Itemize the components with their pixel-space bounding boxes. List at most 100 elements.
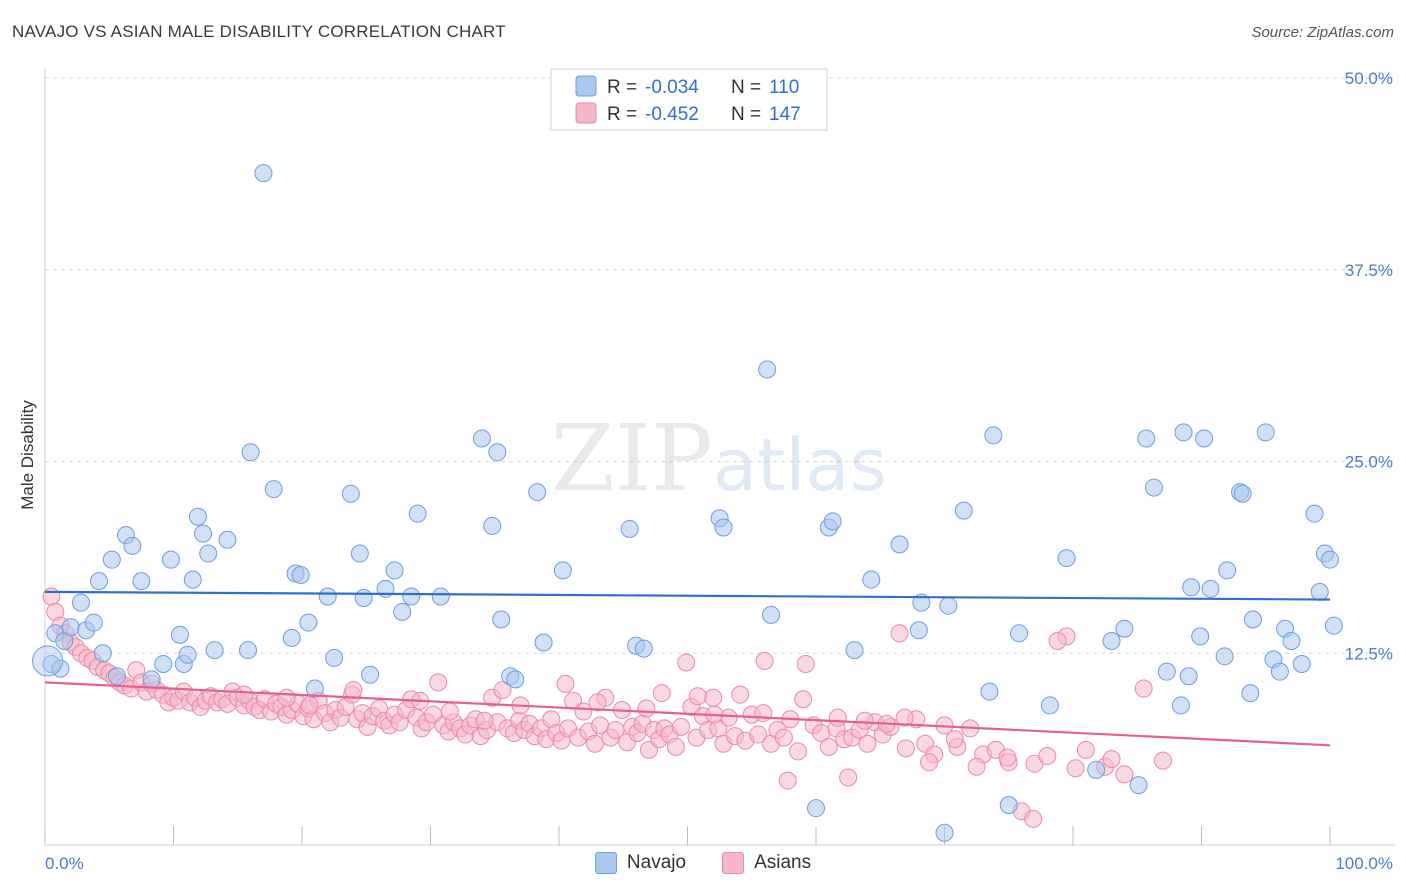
navajo-point (254, 164, 273, 183)
navajo-swatch (594, 852, 617, 874)
asian-point (896, 739, 915, 758)
asian-point (672, 717, 691, 736)
x-tick-label: 100.0% (1335, 854, 1393, 873)
navajo-point (32, 645, 64, 677)
navajo-point (107, 667, 126, 686)
navajo-point (1270, 662, 1289, 681)
navajo-point (1310, 582, 1329, 601)
asian-trend-line (44, 681, 1331, 747)
navajo-point (1087, 760, 1106, 779)
asian-point (794, 690, 813, 709)
navajo-point (264, 480, 283, 499)
navajo-point (1179, 667, 1198, 686)
legend-n-label-asians: N = (731, 104, 761, 125)
navajo-point (299, 613, 318, 632)
legend-n-label-navajo: N = (731, 77, 761, 98)
navajo-point (935, 823, 954, 842)
navajo-point (241, 443, 260, 462)
tick-labels: 12.5% 25.0% 37.5% 50.0% 0.0% 100.0% (45, 69, 1393, 873)
navajo-point (305, 679, 324, 698)
asians-points (42, 587, 1172, 828)
asian-point (1076, 740, 1095, 759)
navajo-point (1144, 478, 1163, 497)
navajo-point (472, 429, 491, 448)
asians-legend-label: Asians (754, 852, 812, 873)
asian-point (704, 688, 723, 707)
asians-swatch (722, 852, 745, 874)
asian-point (588, 693, 607, 712)
legend-swatch-navajo (575, 75, 597, 97)
asian-point (778, 771, 797, 790)
navajo-point (984, 426, 1003, 445)
y-tick-label: 37.5% (1345, 261, 1393, 280)
x-tick-label: 0.0% (45, 854, 84, 873)
asian-point (998, 748, 1017, 767)
asian-point (688, 687, 707, 706)
asian-point (440, 702, 459, 721)
navajo-point (385, 561, 404, 580)
navajo-point (1241, 684, 1260, 703)
legend-n-value-navajo: 110 (769, 77, 799, 98)
asian-point (796, 654, 815, 673)
navajo-point (492, 610, 511, 629)
watermark-atlas: atlas (713, 423, 887, 507)
asian-point (277, 688, 296, 707)
watermark: ZIP atlas (551, 405, 887, 512)
asian-point (42, 587, 61, 606)
navajo-point (845, 641, 864, 660)
legend-swatch-asians (575, 102, 597, 124)
navajo-trend-line (44, 590, 1331, 601)
navajo-point (807, 799, 825, 818)
legend-r-value-asians: -0.452 (645, 104, 699, 125)
watermark-zip: ZIP (551, 405, 713, 512)
asian-point (666, 737, 685, 756)
legend-r-label-navajo: R = (607, 77, 637, 98)
navajo-point (188, 507, 207, 526)
navajo-point (1215, 647, 1234, 666)
asian-point (731, 685, 750, 704)
navajo-point (361, 665, 380, 684)
legend-frame (550, 68, 828, 131)
navajo-point (325, 648, 344, 667)
asian-point (344, 681, 363, 700)
navajo-point (239, 641, 258, 660)
navajo-point (823, 512, 842, 531)
asian-point (789, 742, 808, 761)
asian-point (429, 673, 448, 692)
navajo-point (1321, 550, 1339, 569)
navajo-point (199, 544, 218, 563)
y-tick-label: 50.0% (1345, 69, 1393, 88)
asian-point (556, 674, 575, 693)
navajo-points (32, 164, 1343, 842)
navajo-point (534, 633, 553, 652)
asian-point (1134, 679, 1153, 698)
asian-point (945, 730, 964, 749)
navajo-point (1218, 561, 1237, 580)
navajo-point (553, 561, 572, 580)
asian-point (755, 651, 774, 670)
navajo-point (1157, 662, 1176, 681)
navajo-point (1191, 627, 1210, 646)
navajo-point (291, 566, 310, 585)
navajo-point (1174, 423, 1193, 442)
navajo-point (282, 628, 301, 647)
navajo-point (142, 670, 161, 689)
navajo-point (483, 516, 502, 535)
navajo-point (528, 483, 547, 502)
navajo-point (154, 654, 173, 673)
navajo-point (488, 443, 507, 462)
asian-point (475, 711, 494, 730)
navajo-point (1201, 579, 1220, 598)
navajo-point (132, 572, 151, 591)
navajo-point (758, 360, 777, 379)
asian-point (828, 708, 847, 727)
navajo-point (1057, 549, 1076, 568)
navajo-point (218, 530, 237, 549)
bottom-legend-asians: Asians (722, 852, 811, 874)
legend-r-label-asians: R = (607, 104, 637, 125)
navajo-point (1115, 619, 1134, 638)
asian-point (1102, 750, 1121, 769)
asian-point (920, 753, 939, 772)
navajo-point (354, 589, 373, 608)
navajo-point (102, 550, 121, 569)
